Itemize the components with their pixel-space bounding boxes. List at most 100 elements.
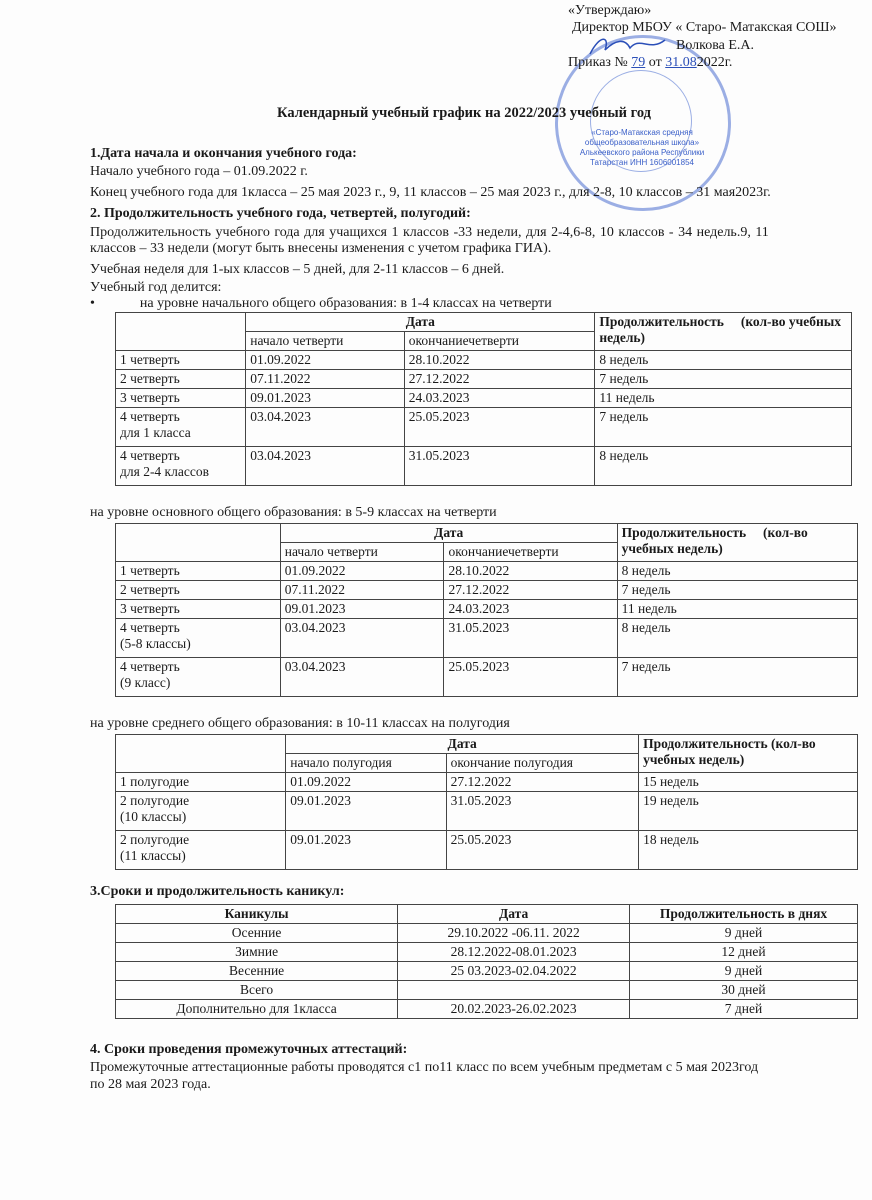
header-date: Дата <box>245 312 596 332</box>
period-cell: 3 четверть <box>115 599 281 619</box>
start-date-cell: 09.01.2023 <box>285 791 447 831</box>
period-cell: 1 четверть <box>115 561 281 581</box>
holiday-days-cell: 7 дней <box>629 999 858 1019</box>
start-date-cell: 03.04.2023 <box>245 446 405 486</box>
table-subheader-row: начало полугодия окончание полугодия <box>116 753 858 773</box>
holiday-name-cell: Всего <box>114 980 399 1000</box>
table-header-row: Дата Продолжительность (кол-во учебных не… <box>115 523 859 562</box>
holiday-name-cell: Весенние <box>114 961 399 981</box>
end-date-cell: 28.10.2022 <box>403 350 596 370</box>
table-row: Осенние 29.10.2022 -06.11. 2022 9 дней <box>114 923 858 943</box>
end-date-cell: 25.05.2023 <box>445 830 640 870</box>
end-date-cell: 31.05.2023 <box>403 446 596 486</box>
weeks-cell: 11 недель <box>594 388 852 408</box>
end-date-cell: 31.05.2023 <box>445 791 640 831</box>
period-cell: 2 полугодие (11 классы) <box>114 830 287 870</box>
header-duration: Продолжительность (кол-во учебных недель… <box>594 312 852 351</box>
end-date-cell: 28.10.2022 <box>443 561 618 581</box>
table-row: 4 четверть для 1 класса 03.04.2023 25.05.2… <box>114 407 852 447</box>
header-end: окончание полугодия <box>445 753 640 773</box>
header-start: начало полугодия <box>285 753 447 773</box>
period-cell: 4 четверть (9 класс) <box>115 657 281 697</box>
header-date: Дата <box>279 523 618 543</box>
table-row: 4 четверть для 2-4 классов 03.04.2023 31.0… <box>114 446 852 486</box>
week-text: Учебная неделя для 1-ых классов – 5 дней… <box>90 262 505 277</box>
table-row: 2 полугодие (11 классы) 09.01.2023 25.05.2… <box>114 830 858 870</box>
primary-quarters-table: Дата Продолжительность (кол-во учебных не… <box>114 312 852 486</box>
weeks-cell: 19 недель <box>638 791 858 831</box>
header-empty-cell <box>114 312 247 351</box>
period-cell: 2 четверть <box>114 369 247 389</box>
header-start: начало четверти <box>279 542 445 562</box>
section2-heading: 2. Продолжительность учебного года, четв… <box>90 206 471 221</box>
weeks-cell: 7 недель <box>594 369 852 389</box>
weeks-cell: 15 недель <box>638 772 858 792</box>
start-date-cell: 09.01.2023 <box>285 830 447 870</box>
weeks-cell: 8 недель <box>594 350 852 370</box>
duration-text-2: классов – 33 недели (могут быть внесены … <box>90 241 552 256</box>
table-row: 4 четверть (5-8 классы) 03.04.2023 31.05.2… <box>115 618 859 658</box>
weeks-cell: 7 недель <box>616 580 859 600</box>
weeks-cell: 18 недель <box>638 830 858 870</box>
level3-label: на уровне среднего общего образования: в… <box>90 716 510 731</box>
start-date-cell: 01.09.2022 <box>285 772 447 792</box>
period-cell: 3 четверть <box>114 388 247 408</box>
table-row: Дополнительно для 1класса 20.02.2023-26.0… <box>114 999 858 1019</box>
header-end: окончаниечетверти <box>403 331 596 351</box>
weeks-cell: 11 недель <box>616 599 859 619</box>
end-date-cell: 25.05.2023 <box>403 407 596 447</box>
holiday-header-2: Продолжительность в днях <box>629 904 858 924</box>
table-row: 1 четверть 01.09.2022 28.10.2022 8 недель <box>115 561 859 581</box>
period-cell: 1 полугодие <box>114 772 287 792</box>
holiday-dates-cell: 29.10.2022 -06.11. 2022 <box>397 923 631 943</box>
holidays-table: Каникулы Дата Продолжительность в днях Осен… <box>114 904 858 1019</box>
end-date-cell: 24.03.2023 <box>443 599 618 619</box>
section4-heading: 4. Сроки проведения промежуточных аттест… <box>90 1042 408 1057</box>
table-row: 2 четверть 07.11.2022 27.12.2022 7 недель <box>115 580 859 600</box>
table-row: Всего 30 дней <box>114 980 858 1000</box>
end-date-cell: 25.05.2023 <box>443 657 618 697</box>
basic-quarters-table: Дата Продолжительность (кол-во учебных не… <box>115 523 859 697</box>
header-empty-cell <box>114 734 287 773</box>
holiday-name-cell: Дополнительно для 1класса <box>114 999 399 1019</box>
holiday-name-cell: Зимние <box>114 942 399 962</box>
start-date-cell: 01.09.2022 <box>245 350 405 370</box>
table-row: 2 полугодие (10 классы) 09.01.2023 31.05.2… <box>114 791 858 831</box>
attestation-text-1: Промежуточные аттестационные работы пров… <box>90 1060 759 1075</box>
duration-text-1: Продолжительность учебного года для учащ… <box>90 225 769 240</box>
holiday-days-cell: 30 дней <box>629 980 858 1000</box>
table-row: 1 полугодие 01.09.2022 27.12.2022 15 недель <box>114 772 858 792</box>
table-row: 3 четверть 09.01.2023 24.03.2023 11 недель <box>114 388 852 408</box>
approval-director-name: Волкова Е.А. <box>676 38 755 53</box>
table-header-row: Дата Продолжительность (кол-во учебных не… <box>114 312 852 351</box>
period-cell: 1 четверть <box>114 350 247 370</box>
end-date-cell: 24.03.2023 <box>403 388 596 408</box>
school-stamp <box>555 35 731 211</box>
header-empty-cell <box>115 523 281 562</box>
holiday-days-cell: 12 дней <box>629 942 858 962</box>
start-date-cell: 03.04.2023 <box>245 407 405 447</box>
year-divided: Учебный год делится: <box>90 280 222 295</box>
year-start: Начало учебного года – 01.09.2022 г. <box>90 164 308 179</box>
end-date-cell: 27.12.2022 <box>403 369 596 389</box>
section1-heading: 1.Дата начала и окончания учебного года: <box>90 146 357 161</box>
secondary-halves-table: Дата Продолжительность (кол-во учебных не… <box>114 734 858 870</box>
section3-heading: 3.Сроки и продолжительность каникул: <box>90 884 345 899</box>
weeks-cell: 8 недель <box>594 446 852 486</box>
table-row: 4 четверть (9 класс) 03.04.2023 25.05.2023… <box>115 657 859 697</box>
table-row: 2 четверть 07.11.2022 27.12.2022 7 недель <box>114 369 852 389</box>
table-header-row: Дата Продолжительность (кол-во учебных не… <box>114 734 858 773</box>
end-date-cell: 27.12.2022 <box>445 772 640 792</box>
end-date-cell: 31.05.2023 <box>443 618 618 658</box>
approval-line1: «Утверждаю» <box>568 3 652 18</box>
period-cell: 4 четверть для 2-4 классов <box>114 446 247 486</box>
holiday-name-cell: Осенние <box>114 923 399 943</box>
start-date-cell: 01.09.2022 <box>279 561 445 581</box>
level1-label: • на уровне начального общего образования… <box>90 296 552 311</box>
page-title: Календарный учебный график на 2022/2023 … <box>277 105 652 121</box>
approval-line2: Директор МБОУ « Старо- Матакская СОШ» <box>572 20 837 35</box>
start-date-cell: 09.01.2023 <box>279 599 445 619</box>
start-date-cell: 03.04.2023 <box>279 618 445 658</box>
table-header-row: Каникулы Дата Продолжительность в днях <box>114 904 858 924</box>
